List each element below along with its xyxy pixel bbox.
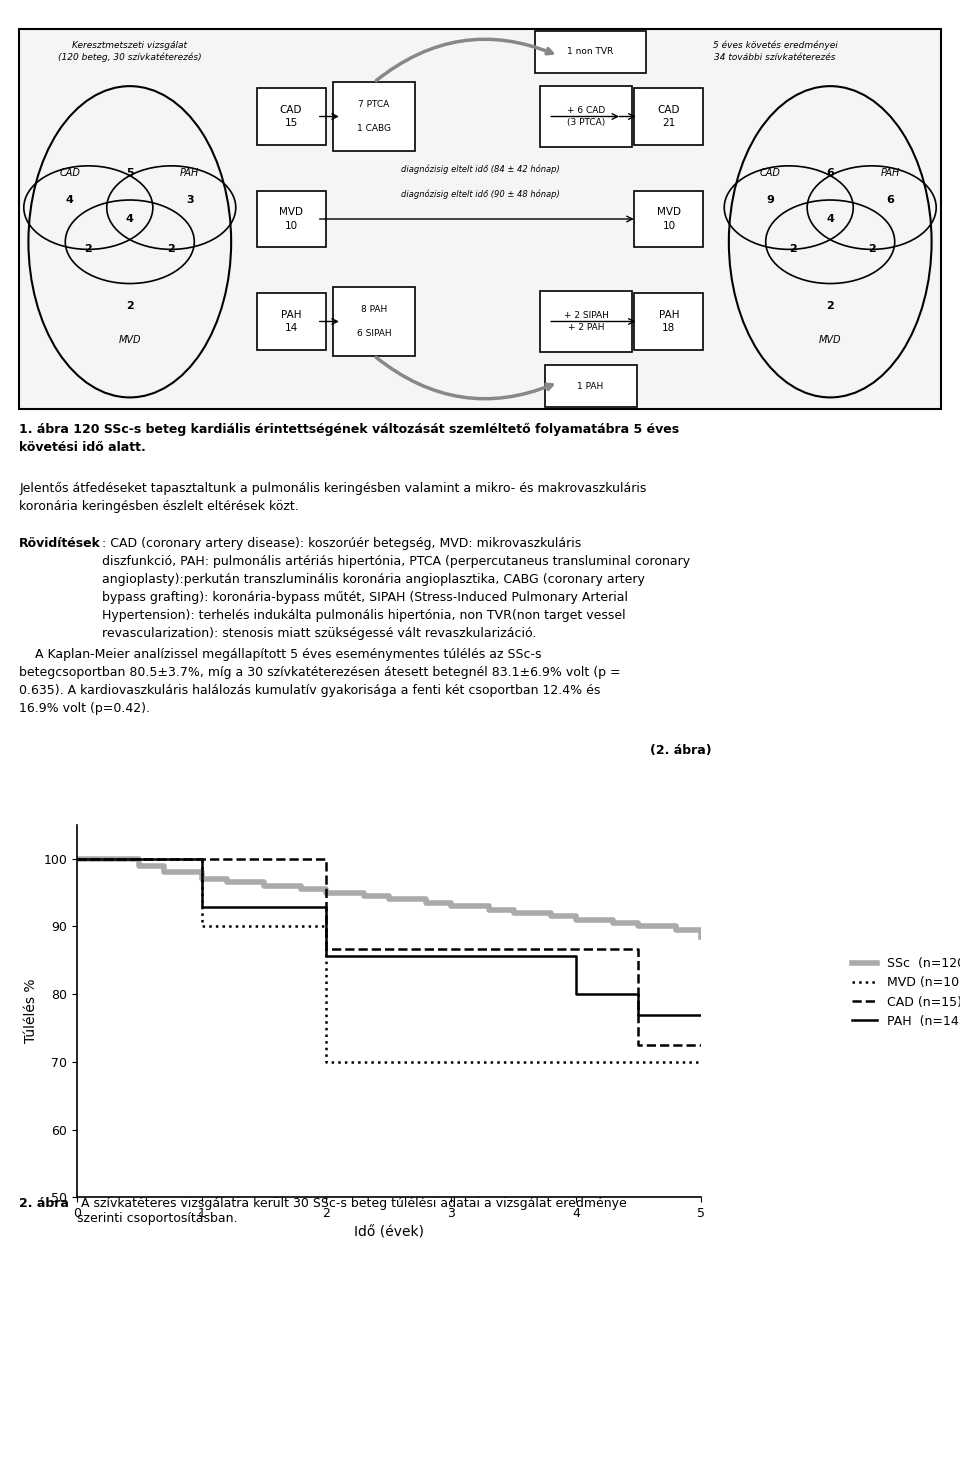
- Text: 6: 6: [886, 196, 894, 204]
- Text: 1. ábra 120 SSc-s beteg kardiális érintettségének változását szemléltető folyama: 1. ábra 120 SSc-s beteg kardiális érinte…: [19, 423, 680, 454]
- Text: CAD
15: CAD 15: [279, 105, 302, 128]
- Text: (2. ábra): (2. ábra): [651, 745, 712, 758]
- Text: MVD
10: MVD 10: [657, 207, 681, 231]
- FancyBboxPatch shape: [332, 288, 416, 356]
- Text: 2: 2: [827, 301, 834, 311]
- Text: 1 non TVR: 1 non TVR: [567, 48, 613, 57]
- Text: 2. ábra: 2. ábra: [19, 1197, 69, 1210]
- Text: 4: 4: [827, 215, 834, 223]
- Text: MVD
10: MVD 10: [279, 207, 303, 231]
- FancyBboxPatch shape: [332, 82, 416, 150]
- Text: 2: 2: [167, 244, 175, 254]
- FancyBboxPatch shape: [256, 88, 325, 145]
- FancyBboxPatch shape: [256, 190, 325, 247]
- FancyBboxPatch shape: [544, 365, 636, 407]
- FancyBboxPatch shape: [540, 291, 632, 352]
- Text: 5 éves követés eredményei
34 további szívkatéterezés: 5 éves követés eredményei 34 további szí…: [712, 41, 837, 61]
- Text: 5: 5: [126, 168, 133, 178]
- Text: A Kaplan-Meier analízissel megállapított 5 éves eseménymentes túlélés az SSc-s
b: A Kaplan-Meier analízissel megállapított…: [19, 648, 621, 714]
- Text: Jelentős átfedéseket tapasztaltunk a pulmonális keringésben valamint a mikro- és: Jelentős átfedéseket tapasztaltunk a pul…: [19, 482, 647, 512]
- Text: MVD: MVD: [819, 336, 842, 346]
- Text: 1 PAH: 1 PAH: [578, 381, 604, 390]
- Text: 8 PAH

6 SIPAH: 8 PAH 6 SIPAH: [357, 305, 392, 337]
- Text: CAD: CAD: [60, 168, 81, 178]
- Text: Rövidítések: Rövidítések: [19, 537, 101, 549]
- Text: : CAD (coronary artery disease): koszorúér betegség, MVD: mikrovaszkuláris
diszf: : CAD (coronary artery disease): koszorú…: [102, 537, 690, 639]
- Text: 2: 2: [789, 244, 797, 254]
- Text: PAH: PAH: [880, 168, 900, 178]
- Text: 9: 9: [766, 196, 775, 204]
- FancyBboxPatch shape: [540, 86, 632, 147]
- Text: diagnózisig eltelt idő (84 ± 42 hónap): diagnózisig eltelt idő (84 ± 42 hónap): [400, 165, 560, 174]
- Text: 4: 4: [66, 196, 74, 204]
- Text: 2: 2: [126, 301, 133, 311]
- Text: 7 PTCA

1 CABG: 7 PTCA 1 CABG: [357, 101, 391, 133]
- Text: 6: 6: [827, 168, 834, 178]
- Y-axis label: Túlélés %: Túlélés %: [24, 978, 37, 1044]
- FancyBboxPatch shape: [635, 190, 704, 247]
- Text: 2: 2: [84, 244, 92, 254]
- Text: CAD
21: CAD 21: [658, 105, 681, 128]
- X-axis label: Idő (évek): Idő (évek): [354, 1225, 423, 1240]
- Text: CAD: CAD: [760, 168, 780, 178]
- Text: PAH: PAH: [180, 168, 200, 178]
- Text: 2: 2: [868, 244, 876, 254]
- Text: PAH
18: PAH 18: [659, 310, 679, 333]
- Text: 4: 4: [126, 215, 133, 223]
- FancyBboxPatch shape: [635, 88, 704, 145]
- FancyBboxPatch shape: [256, 293, 325, 350]
- FancyBboxPatch shape: [536, 31, 646, 73]
- Text: + 2 SIPAH
+ 2 PAH: + 2 SIPAH + 2 PAH: [564, 311, 609, 331]
- Text: MVD: MVD: [118, 336, 141, 346]
- Legend: SSc  (n=120), MVD (n=10), CAD (n=15), PAH  (n=14): SSc (n=120), MVD (n=10), CAD (n=15), PAH…: [848, 952, 960, 1032]
- FancyBboxPatch shape: [635, 293, 704, 350]
- Text: A szívkatéteres vizsgálatra került 30 SSc-s beteg túlélési adatai a vizsgálat er: A szívkatéteres vizsgálatra került 30 SS…: [77, 1197, 627, 1225]
- Text: diagnózisig eltelt idő (90 ± 48 hónap): diagnózisig eltelt idő (90 ± 48 hónap): [400, 190, 560, 199]
- Text: + 6 CAD
(3 PTCA): + 6 CAD (3 PTCA): [566, 107, 605, 127]
- Text: 3: 3: [186, 196, 194, 204]
- Text: PAH
14: PAH 14: [281, 310, 301, 333]
- Text: Keresztmetszeti vizsgálat
(120 beteg, 30 szívkatéterezés): Keresztmetszeti vizsgálat (120 beteg, 30…: [58, 41, 202, 63]
